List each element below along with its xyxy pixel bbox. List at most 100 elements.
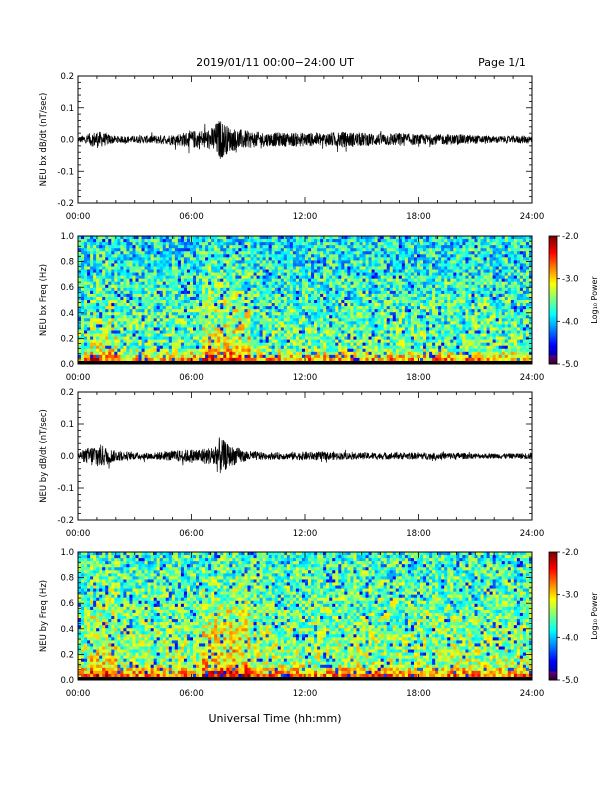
heatmap-cell (286, 290, 291, 295)
heatmap-cell (214, 351, 218, 356)
heatmap-cell (289, 309, 294, 313)
heatmap-cell (150, 260, 155, 264)
heatmap-cell (153, 303, 158, 307)
heatmap-cell (332, 245, 336, 249)
heatmap-cell (329, 260, 333, 264)
heatmap-cell (211, 312, 215, 316)
heatmap-cell (150, 345, 155, 350)
heatmap-cell (159, 324, 164, 328)
heatmap-cell (232, 239, 236, 243)
heatmap-cell (129, 342, 133, 347)
heatmap-cell (380, 263, 385, 267)
heatmap-cell (295, 345, 300, 350)
heatmap-cell (165, 306, 170, 310)
heatmap-cell (138, 336, 142, 341)
heatmap-cell (217, 257, 221, 261)
heatmap-cell (398, 345, 403, 350)
heatmap-cell (205, 312, 209, 316)
heatmap-cell (159, 254, 164, 258)
heatmap-cell (235, 321, 239, 325)
heatmap-cell (395, 351, 400, 356)
heatmap-cell (317, 336, 321, 341)
heatmap-cell (84, 309, 88, 313)
heatmap-cell (286, 236, 291, 240)
heatmap-cell (102, 312, 106, 316)
heatmap-cell (295, 245, 300, 249)
heatmap-cell (423, 269, 427, 273)
heatmap-cell (338, 257, 342, 261)
heatmap-cell (132, 251, 136, 255)
heatmap-cell (108, 324, 112, 328)
heatmap-cell (413, 348, 418, 353)
heatmap-cell (392, 318, 397, 322)
heatmap-cell (320, 330, 324, 334)
heatmap-cell (96, 260, 100, 264)
heatmap-cell (410, 318, 415, 322)
heatmap-cell (420, 251, 424, 255)
heatmap-cell (138, 330, 142, 334)
heatmap-cell (183, 348, 188, 353)
heatmap-cell (371, 306, 376, 310)
heatmap-cell (232, 254, 236, 258)
heatmap-cell (81, 260, 85, 264)
heatmap-cell (205, 272, 209, 277)
heatmap-cell (314, 257, 318, 261)
heatmap-cell (159, 315, 164, 319)
heatmap-cell (377, 239, 382, 243)
heatmap-cell (208, 315, 212, 319)
heatmap-cell (211, 324, 215, 328)
heatmap-cell (429, 281, 433, 286)
heatmap-cell (311, 290, 315, 295)
heatmap-cell (153, 296, 158, 301)
heatmap-cell (420, 336, 424, 341)
heatmap-cell (362, 263, 366, 267)
heatmap-cell (162, 260, 167, 264)
heatmap-cell (386, 339, 391, 344)
heatmap-cell (401, 251, 406, 255)
heatmap-cell (244, 245, 248, 249)
heatmap-cell (102, 296, 106, 301)
heatmap-cell (389, 296, 394, 301)
heatmap-cell (329, 263, 333, 267)
heatmap-cell (271, 236, 276, 240)
heatmap-cell (329, 339, 333, 344)
heatmap-cell (114, 318, 118, 322)
heatmap-cell (256, 351, 260, 356)
heatmap-cell (183, 242, 188, 246)
heatmap-cell (426, 303, 430, 307)
heatmap-cell (305, 330, 309, 334)
heatmap-cell (202, 303, 206, 307)
heatmap-cell (208, 345, 212, 350)
heatmap-cell (223, 351, 227, 356)
heatmap-cell (389, 309, 394, 313)
heatmap-cell (123, 296, 127, 301)
heatmap-cell (320, 312, 324, 316)
heatmap-cell (96, 245, 100, 249)
heatmap-cell (374, 309, 379, 313)
heatmap-cell (105, 336, 109, 341)
heatmap-cell (238, 296, 242, 301)
heatmap-cell (389, 260, 394, 264)
heatmap-cell (102, 290, 106, 295)
heatmap-cell (180, 278, 185, 283)
heatmap-cell (259, 239, 264, 243)
heatmap-cell (277, 357, 282, 362)
heatmap-cell (286, 318, 291, 322)
heatmap-cell (129, 272, 133, 277)
heatmap-cell (362, 330, 366, 334)
heatmap-cell (141, 315, 145, 319)
heatmap-cell (286, 245, 291, 249)
heatmap-cell (280, 354, 285, 359)
heatmap-cell (426, 257, 430, 261)
heatmap-cell (186, 251, 191, 255)
heatmap-cell (280, 303, 285, 307)
heatmap-cell (371, 254, 376, 258)
heatmap-cell (141, 306, 145, 310)
heatmap-cell (347, 330, 351, 334)
heatmap-cell (365, 348, 369, 353)
heatmap-cell (374, 324, 379, 328)
heatmap-cell (383, 257, 388, 261)
heatmap-cell (174, 327, 179, 331)
heatmap-cell (156, 293, 161, 298)
heatmap-cell (93, 248, 97, 252)
